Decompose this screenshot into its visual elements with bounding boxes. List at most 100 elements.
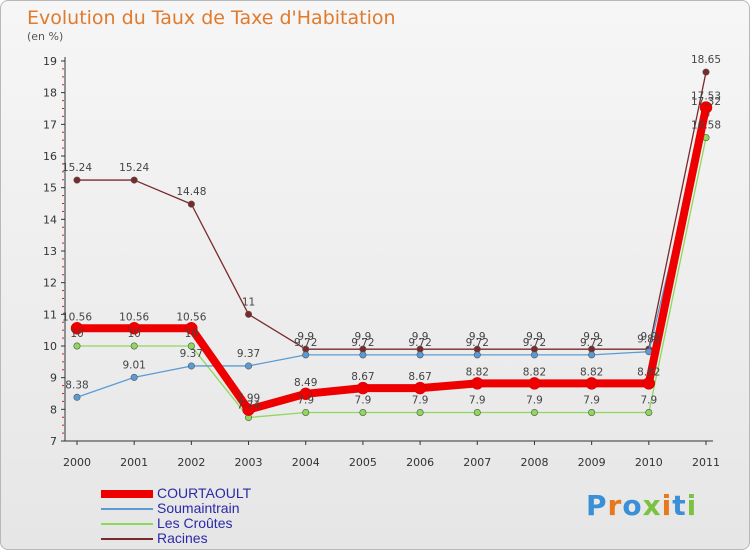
data-point	[471, 377, 484, 390]
data-label: 17.53	[691, 91, 721, 103]
data-point	[588, 351, 596, 359]
data-point	[73, 342, 81, 350]
data-label: 7.9	[469, 395, 486, 407]
chart-subtitle: (en %)	[27, 30, 64, 43]
data-point	[356, 381, 370, 395]
x-tick-label: 2004	[292, 456, 320, 469]
series-line-les-croûtes	[77, 137, 707, 419]
logo-letter: o	[622, 489, 643, 522]
logo-letter: i	[661, 489, 673, 522]
data-label: 15.24	[119, 162, 149, 174]
legend-swatch	[101, 489, 153, 498]
y-tick-label: 7	[50, 435, 57, 448]
proxiti-logo: Proxiti	[586, 489, 697, 522]
data-label: 8.82	[580, 366, 603, 378]
data-point	[416, 408, 424, 416]
data-label: 7.9	[297, 395, 314, 407]
data-label: 8.82	[637, 366, 660, 378]
data-label: 9.9	[355, 331, 372, 343]
data-point	[130, 342, 138, 350]
data-label: 10.56	[176, 311, 206, 323]
data-label: 9.37	[180, 348, 203, 360]
data-point	[73, 176, 81, 184]
y-tick-label: 8	[50, 403, 57, 416]
logo-letter: x	[642, 489, 662, 522]
x-tick-label: 2000	[63, 456, 91, 469]
data-label: 9.82	[637, 334, 660, 346]
x-tick-label: 2005	[349, 456, 377, 469]
data-point	[702, 68, 710, 76]
data-label: 8.49	[294, 377, 317, 389]
data-label: 7.99	[237, 393, 260, 405]
y-tick-label: 14	[43, 213, 57, 226]
data-label: 10	[127, 328, 140, 340]
x-tick-label: 2003	[235, 456, 263, 469]
data-label: 7.74	[237, 400, 261, 412]
data-label: 9.9	[297, 331, 314, 343]
data-label: 7.9	[640, 395, 657, 407]
x-tick-label: 2007	[463, 456, 491, 469]
legend-label: Soumaintrain	[157, 500, 240, 516]
data-label: 9.37	[237, 348, 260, 360]
data-point	[699, 101, 713, 114]
legend-label: Racines	[157, 530, 208, 546]
data-label: 8.82	[466, 366, 489, 378]
data-point	[302, 351, 310, 359]
data-label: 9.72	[580, 337, 603, 349]
data-point	[70, 322, 84, 335]
data-label: 8.82	[523, 366, 546, 378]
legend-item: Soumaintrain	[101, 501, 251, 516]
x-tick-label: 2006	[406, 456, 434, 469]
legend-swatch	[101, 537, 153, 540]
data-label: 9.72	[466, 337, 489, 349]
data-point	[242, 403, 255, 416]
data-label: 8.67	[351, 371, 374, 383]
data-point	[528, 377, 541, 390]
logo-letter: r	[607, 489, 623, 522]
logo-letter: i	[686, 489, 698, 522]
legend-swatch	[101, 522, 153, 525]
y-tick-label: 16	[43, 150, 57, 163]
data-label: 11	[242, 296, 255, 308]
chart-title: Evolution du Taux de Taxe d'Habitation	[27, 7, 396, 29]
data-label: 9.9	[526, 331, 543, 343]
data-label: 7.9	[355, 395, 372, 407]
data-label: 9.72	[294, 337, 317, 349]
data-label: 9.72	[523, 337, 546, 349]
y-tick-label: 17	[43, 118, 57, 131]
data-point	[645, 408, 653, 416]
y-tick-label: 11	[43, 308, 57, 321]
y-tick-label: 10	[43, 340, 57, 353]
legend-swatch	[101, 507, 153, 510]
data-label: 17.32	[691, 96, 721, 108]
data-label: 16.58	[691, 120, 721, 132]
data-point	[359, 351, 367, 359]
data-point	[127, 322, 141, 335]
y-tick-label: 12	[43, 277, 57, 290]
data-point	[473, 351, 481, 359]
legend-label: Les Croûtes	[157, 515, 233, 531]
data-label: 8.38	[65, 379, 88, 391]
data-point	[299, 387, 312, 401]
data-point	[130, 373, 138, 381]
y-tick-label: 9	[50, 372, 57, 385]
data-point	[359, 408, 367, 416]
data-point	[585, 377, 598, 390]
data-label: 8.67	[408, 371, 431, 383]
data-label: 9.9	[640, 331, 657, 343]
data-label: 14.48	[176, 186, 206, 198]
data-point	[245, 362, 253, 370]
data-point	[302, 408, 310, 416]
data-point	[187, 362, 195, 370]
data-point	[642, 377, 656, 390]
series-line-courtaoult	[77, 106, 710, 414]
data-point	[187, 342, 195, 350]
x-tick-label: 2002	[177, 456, 205, 469]
data-label: 9.9	[412, 331, 429, 343]
data-point	[185, 322, 198, 335]
x-tick-label: 2011	[692, 456, 720, 469]
data-point	[187, 200, 195, 208]
data-label: 18.65	[691, 54, 721, 66]
data-point	[530, 351, 538, 359]
